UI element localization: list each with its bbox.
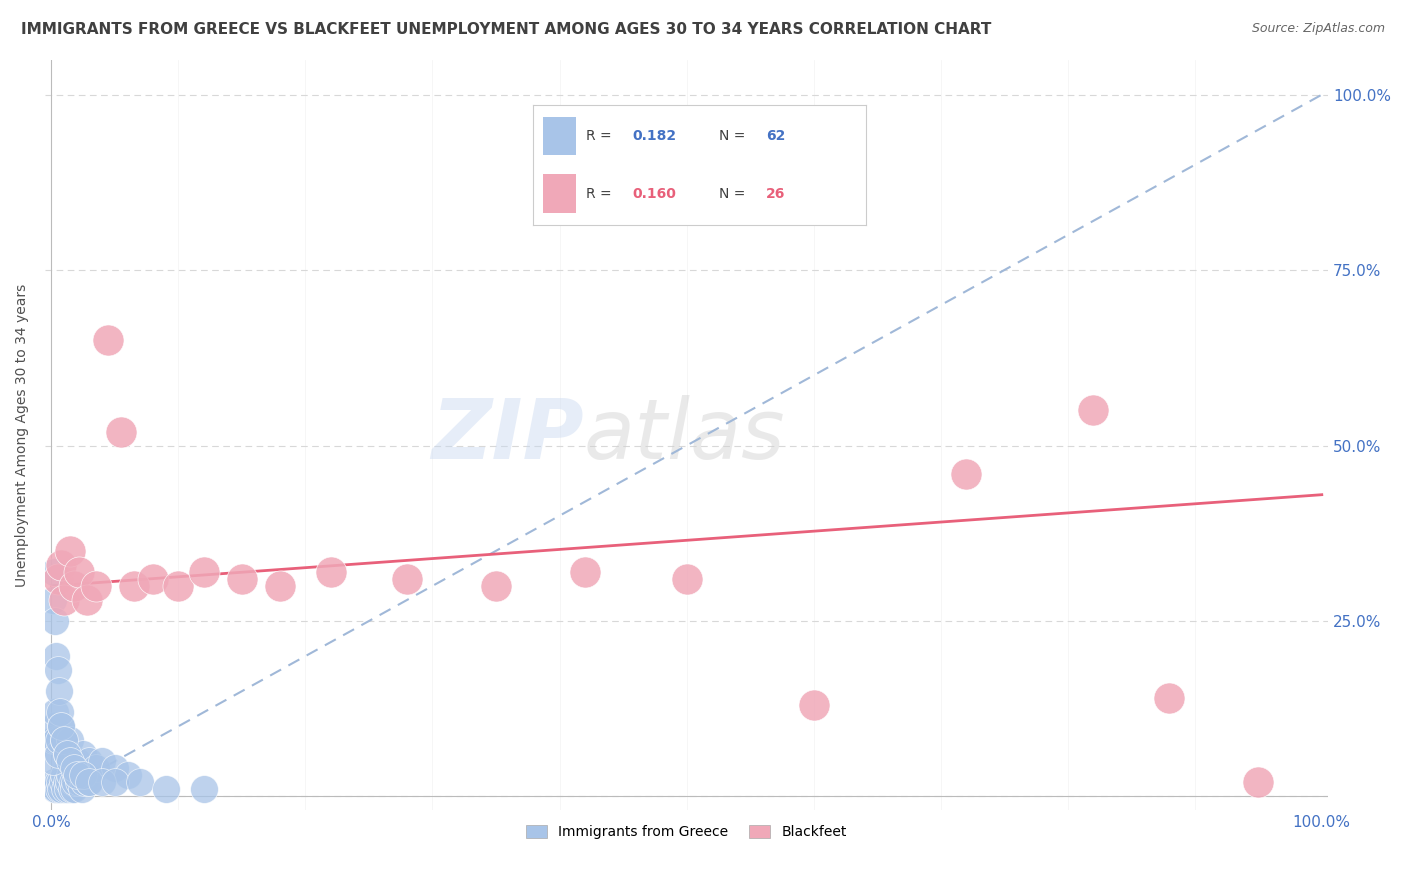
Point (53, 593, 76, 607)
Point (59, 768, 82, 782)
Point (117, 768, 139, 782)
Point (44, 614, 66, 628)
Point (155, 782, 177, 797)
Point (574, 565, 596, 579)
Point (41, 733, 63, 747)
Point (59, 733, 82, 747)
Point (55, 775, 77, 789)
Point (48, 684, 70, 698)
Point (193, 782, 215, 797)
Text: IMMIGRANTS FROM GREECE VS BLACKFEET UNEMPLOYMENT AMONG AGES 30 TO 34 YEARS CORRE: IMMIGRANTS FROM GREECE VS BLACKFEET UNEM… (21, 22, 991, 37)
Point (1159, 691, 1181, 706)
Point (51, 558, 73, 572)
Point (45, 782, 67, 797)
Point (51, 782, 73, 797)
Point (46, 663, 69, 677)
Point (79, 775, 101, 789)
Point (48, 733, 70, 747)
Point (67, 775, 90, 789)
Point (48, 782, 70, 797)
Point (104, 775, 127, 789)
Point (955, 467, 977, 481)
Point (66, 755, 89, 769)
Point (49, 705, 72, 719)
Point (56, 782, 79, 797)
Point (91, 775, 114, 789)
Point (72, 747, 94, 762)
Point (42, 719, 65, 733)
Point (53, 782, 76, 797)
Point (49, 775, 72, 789)
Point (59, 544, 82, 558)
Point (72, 768, 94, 782)
Point (51, 719, 73, 733)
Point (59, 755, 82, 769)
Point (55, 747, 77, 762)
Text: ZIP: ZIP (432, 394, 583, 475)
Point (485, 579, 508, 593)
Point (129, 775, 152, 789)
Point (1247, 775, 1270, 789)
Legend: Immigrants from Greece, Blackfeet: Immigrants from Greece, Blackfeet (520, 820, 852, 845)
Point (60, 782, 83, 797)
Point (66, 768, 89, 782)
Point (84, 761, 107, 775)
Point (52, 775, 75, 789)
Point (79, 775, 101, 789)
Text: Source: ZipAtlas.com: Source: ZipAtlas.com (1251, 22, 1385, 36)
Point (42, 775, 65, 789)
Point (67, 565, 90, 579)
Point (44, 705, 66, 719)
Y-axis label: Unemployment Among Ages 30 to 34 years: Unemployment Among Ages 30 to 34 years (15, 284, 30, 587)
Point (55, 747, 77, 762)
Point (44, 782, 66, 797)
Point (269, 579, 291, 593)
Point (53, 733, 76, 747)
Point (76, 768, 98, 782)
Point (63, 579, 86, 593)
Point (104, 761, 127, 775)
Point (91, 755, 114, 769)
Point (46, 572, 69, 586)
Point (73, 775, 96, 789)
Point (62, 775, 84, 789)
Point (110, 425, 132, 439)
Point (122, 579, 145, 593)
Point (803, 698, 825, 713)
Point (45, 733, 67, 747)
Point (45, 649, 67, 664)
Point (41, 755, 63, 769)
Text: atlas: atlas (583, 394, 786, 475)
Point (66, 768, 89, 782)
Point (41, 593, 63, 607)
Point (53, 768, 76, 782)
Point (76, 593, 98, 607)
Point (193, 565, 215, 579)
Point (51, 719, 73, 733)
Point (84, 579, 107, 593)
Point (79, 755, 101, 769)
Point (396, 572, 419, 586)
Point (63, 761, 86, 775)
Point (46, 747, 69, 762)
Point (97, 334, 120, 348)
Point (63, 782, 86, 797)
Point (167, 579, 190, 593)
Point (1081, 403, 1104, 417)
Point (675, 572, 697, 586)
Point (319, 565, 342, 579)
Point (142, 572, 165, 586)
Point (42, 565, 65, 579)
Point (46, 775, 69, 789)
Point (58, 775, 80, 789)
Point (65, 775, 87, 789)
Point (53, 733, 76, 747)
Point (231, 572, 253, 586)
Point (70, 782, 93, 797)
